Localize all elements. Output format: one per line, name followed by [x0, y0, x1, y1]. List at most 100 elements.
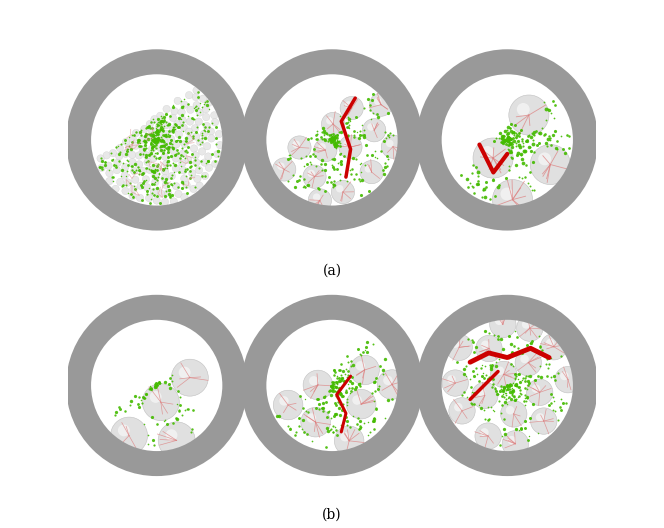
Circle shape: [163, 160, 170, 167]
Circle shape: [192, 93, 200, 101]
Circle shape: [180, 167, 187, 174]
Circle shape: [185, 128, 193, 135]
Circle shape: [203, 143, 210, 150]
Circle shape: [122, 150, 129, 157]
Circle shape: [263, 71, 401, 209]
Circle shape: [195, 166, 203, 174]
Circle shape: [179, 366, 191, 379]
Circle shape: [214, 150, 221, 158]
Circle shape: [148, 145, 155, 153]
Circle shape: [114, 159, 122, 166]
Circle shape: [363, 119, 386, 142]
Circle shape: [164, 190, 171, 197]
Circle shape: [507, 436, 516, 445]
Circle shape: [509, 95, 549, 135]
Circle shape: [116, 153, 123, 160]
Circle shape: [172, 155, 180, 162]
Circle shape: [377, 370, 407, 399]
Circle shape: [331, 181, 355, 204]
Circle shape: [142, 176, 149, 183]
Circle shape: [129, 192, 136, 200]
Circle shape: [303, 370, 333, 400]
Circle shape: [212, 160, 219, 167]
Circle shape: [476, 335, 502, 362]
Circle shape: [181, 193, 188, 201]
Circle shape: [517, 315, 543, 341]
Circle shape: [314, 138, 337, 162]
Circle shape: [187, 118, 194, 125]
Circle shape: [452, 340, 459, 348]
Circle shape: [189, 169, 196, 177]
Circle shape: [546, 339, 554, 347]
Circle shape: [517, 103, 530, 116]
Circle shape: [496, 366, 504, 375]
Circle shape: [173, 140, 180, 148]
Circle shape: [480, 428, 489, 437]
Circle shape: [195, 118, 203, 125]
Circle shape: [481, 146, 494, 159]
Circle shape: [532, 384, 540, 393]
Circle shape: [313, 193, 320, 201]
Circle shape: [502, 431, 529, 457]
Circle shape: [153, 197, 161, 204]
Circle shape: [122, 138, 129, 145]
Circle shape: [173, 183, 180, 190]
Circle shape: [122, 187, 129, 195]
Circle shape: [142, 384, 179, 421]
Circle shape: [506, 406, 514, 414]
Circle shape: [161, 153, 169, 160]
Circle shape: [139, 136, 146, 144]
Circle shape: [369, 93, 392, 116]
Circle shape: [157, 112, 164, 119]
Circle shape: [521, 355, 529, 363]
Circle shape: [321, 112, 345, 136]
Circle shape: [193, 87, 201, 94]
Circle shape: [179, 116, 186, 124]
Circle shape: [151, 116, 158, 123]
Circle shape: [203, 122, 210, 130]
Circle shape: [522, 320, 531, 328]
Circle shape: [157, 145, 165, 153]
Circle shape: [150, 188, 157, 196]
Circle shape: [215, 130, 222, 138]
Circle shape: [190, 185, 197, 193]
Circle shape: [199, 148, 206, 155]
Circle shape: [386, 140, 394, 147]
Circle shape: [199, 95, 207, 102]
Circle shape: [167, 135, 175, 143]
Circle shape: [446, 334, 472, 361]
Circle shape: [201, 172, 208, 180]
Circle shape: [211, 119, 218, 126]
Circle shape: [148, 127, 155, 134]
Circle shape: [162, 181, 169, 188]
Circle shape: [307, 413, 316, 423]
Text: (a): (a): [323, 263, 341, 277]
Circle shape: [495, 317, 503, 325]
Circle shape: [205, 99, 212, 107]
Circle shape: [501, 187, 513, 201]
Circle shape: [125, 144, 133, 152]
Circle shape: [97, 155, 104, 162]
Circle shape: [143, 184, 151, 191]
Circle shape: [448, 375, 456, 383]
Circle shape: [345, 101, 352, 109]
Circle shape: [169, 126, 177, 133]
Circle shape: [196, 182, 203, 190]
Circle shape: [205, 164, 212, 172]
Circle shape: [278, 163, 285, 170]
Circle shape: [151, 178, 159, 186]
Circle shape: [274, 390, 303, 420]
Circle shape: [210, 111, 218, 119]
Circle shape: [165, 429, 177, 441]
Circle shape: [263, 317, 401, 454]
Circle shape: [144, 158, 151, 166]
Circle shape: [326, 117, 333, 125]
Circle shape: [156, 131, 163, 139]
Circle shape: [560, 372, 568, 380]
Circle shape: [158, 422, 195, 459]
Circle shape: [153, 137, 161, 145]
Circle shape: [531, 145, 570, 185]
Circle shape: [555, 366, 581, 393]
Circle shape: [339, 136, 362, 159]
Circle shape: [196, 109, 204, 116]
